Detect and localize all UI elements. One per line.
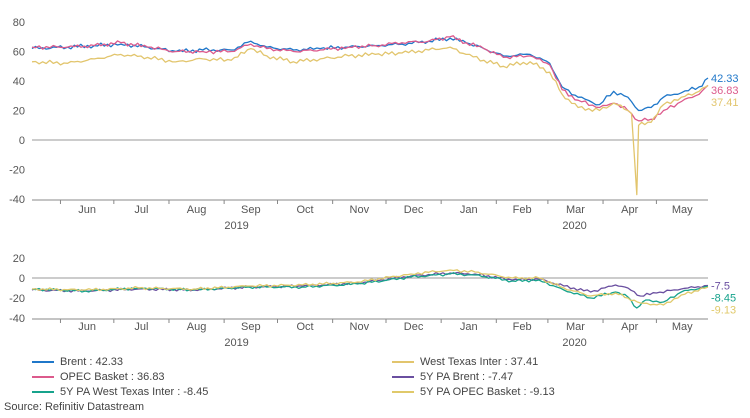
legend-item-opec: OPEC Basket : 36.83 <box>32 370 392 384</box>
top-month-label-nov: Nov <box>350 204 370 216</box>
bottom-month-label-jul: Jul <box>134 321 148 333</box>
top-ytick--20: -20 <box>9 165 25 177</box>
top-month-label-aug: Aug <box>187 204 207 216</box>
top-month-label-jan: Jan <box>460 204 478 216</box>
top-month-label-jul: Jul <box>134 204 148 216</box>
bottom-end-label-5y-pa-brent: -7.5 <box>711 281 730 293</box>
top-month-label-mar: Mar <box>566 204 585 216</box>
top-series-west-texas-inter <box>31 46 709 196</box>
top-year-label-2019: 2019 <box>224 220 248 232</box>
top-month-label-may: May <box>672 204 693 216</box>
legend-swatch-pa-opec <box>392 391 414 393</box>
legend-swatch-brent <box>32 361 54 363</box>
bottom-premium-chart: -40 -20 0 20 Jun Jul Aug Sep Oct Nov Dec Jan Feb Mar A… <box>9 253 736 349</box>
legend-label-pa-wti: 5Y PA West Texas Inter : -8.45 <box>60 386 209 398</box>
top-series-brent <box>31 37 709 112</box>
legend-item-pa-wti: 5Y PA West Texas Inter : -8.45 <box>32 385 392 399</box>
top-month-label-jun: Jun <box>78 204 96 216</box>
legend-label-pa-opec: 5Y PA OPEC Basket : -9.13 <box>420 386 555 398</box>
bottom-month-label-feb: Feb <box>513 321 532 333</box>
bottom-series-5y-pa-brent <box>31 271 709 297</box>
bottom-ytick--40: -40 <box>9 313 25 325</box>
bottom-year-label-2020: 2020 <box>562 337 586 349</box>
top-month-label-sep: Sep <box>241 204 261 216</box>
bottom-ytick-20: 20 <box>13 253 25 265</box>
legend-item-wti: West Texas Inter : 37.41 <box>392 355 712 369</box>
top-month-label-dec: Dec <box>404 204 424 216</box>
bottom-month-label-jun: Jun <box>78 321 96 333</box>
legend-label-pa-brent: 5Y PA Brent : -7.47 <box>420 371 514 383</box>
top-end-label-west-texas-inter: 37.41 <box>711 97 739 109</box>
legend-swatch-wti <box>392 361 414 363</box>
bottom-month-label-sep: Sep <box>241 321 261 333</box>
bottom-month-label-dec: Dec <box>404 321 424 333</box>
top-year-label-2020: 2020 <box>562 220 586 232</box>
bottom-month-label-nov: Nov <box>350 321 370 333</box>
bottom-end-label-5y-pa-west-texas-inter: -8.45 <box>711 293 736 305</box>
bottom-ytick--20: -20 <box>9 293 25 305</box>
top-end-label-brent: 42.33 <box>711 73 739 85</box>
top-month-label-apr: Apr <box>621 204 638 216</box>
top-month-label-oct: Oct <box>297 204 314 216</box>
bottom-month-label-may: May <box>672 321 693 333</box>
legend-item-pa-brent: 5Y PA Brent : -7.47 <box>392 370 712 384</box>
bottom-year-label-2019: 2019 <box>224 337 248 349</box>
top-ytick-20: 20 <box>13 106 25 118</box>
legend-swatch-opec <box>32 376 54 378</box>
legend-swatch-pa-brent <box>392 376 414 378</box>
top-ytick-40: 40 <box>13 76 25 88</box>
bottom-month-label-oct: Oct <box>297 321 314 333</box>
bottom-end-label-5y-pa-opec-basket: -9.13 <box>711 305 736 317</box>
legend-item-brent: Brent : 42.33 <box>32 355 392 369</box>
bottom-month-label-apr: Apr <box>621 321 638 333</box>
legend-label-opec: OPEC Basket : 36.83 <box>60 371 165 383</box>
chart-legend: Brent : 42.33 West Texas Inter : 37.41 O… <box>32 355 732 399</box>
bottom-month-label-mar: Mar <box>566 321 585 333</box>
top-ytick-0: 0 <box>19 135 25 147</box>
top-ytick-60: 60 <box>13 47 25 59</box>
top-series-opec-basket <box>31 35 709 122</box>
bottom-ytick-0: 0 <box>19 273 25 285</box>
source-note: Source: Refinitiv Datastream <box>4 401 144 413</box>
bottom-series-5y-pa-opec-basket <box>31 269 709 306</box>
top-price-chart: -40 -20 0 20 40 60 80 Jun Jul Aug Sep Oct Nov Dec Jan F… <box>9 17 738 232</box>
legend-item-pa-opec: 5Y PA OPEC Basket : -9.13 <box>392 385 712 399</box>
top-ytick-80: 80 <box>13 17 25 29</box>
legend-label-wti: West Texas Inter : 37.41 <box>420 356 539 368</box>
top-month-label-feb: Feb <box>513 204 532 216</box>
top-ytick--40: -40 <box>9 194 25 206</box>
bottom-month-label-jan: Jan <box>460 321 478 333</box>
top-end-label-opec-basket: 36.83 <box>711 85 739 97</box>
legend-swatch-pa-wti <box>32 391 54 393</box>
legend-label-brent: Brent : 42.33 <box>60 356 123 368</box>
bottom-month-label-aug: Aug <box>187 321 207 333</box>
